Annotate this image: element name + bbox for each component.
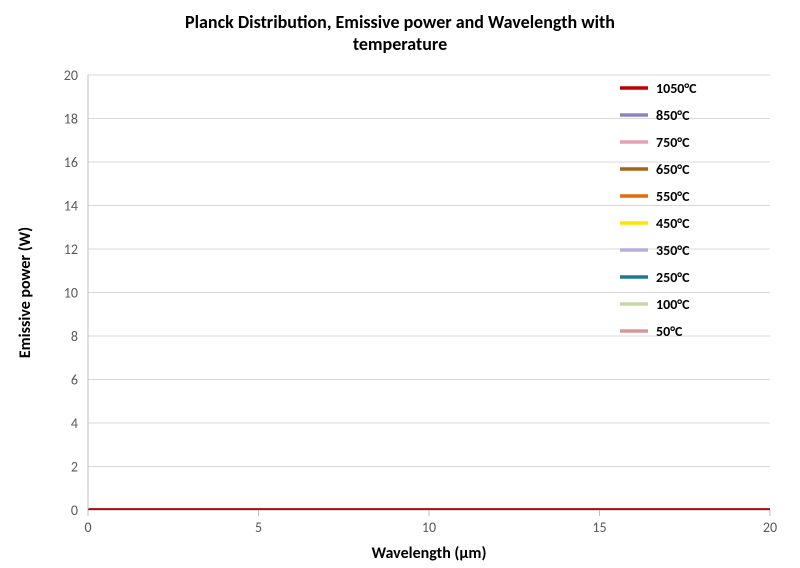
legend-label: 550°C (656, 188, 690, 205)
x-tick-label: 20 (763, 519, 777, 536)
y-tick-label: 12 (64, 241, 78, 258)
y-tick-label: 0 (71, 502, 78, 519)
y-tick-label: 14 (64, 198, 78, 215)
planck-chart: Planck Distribution, Emissive power and … (0, 0, 800, 568)
y-tick-label: 4 (71, 415, 78, 432)
legend-label: 350°C (656, 242, 690, 259)
legend-label: 50°C (656, 323, 683, 340)
legend-label: 850°C (656, 107, 690, 124)
legend-label: 1050°C (656, 80, 697, 97)
x-tick-label: 5 (255, 519, 262, 536)
y-axis-label: Emissive power (W) (16, 227, 35, 358)
y-tick-label: 10 (64, 285, 78, 302)
x-axis-label: Wavelength (μm) (372, 544, 487, 563)
chart-title-line1: Planck Distribution, Emissive power and … (185, 11, 615, 33)
x-tick-label: 10 (422, 519, 436, 536)
y-tick-label: 8 (71, 328, 78, 345)
x-tick-label: 15 (592, 519, 606, 536)
y-tick-label: 20 (64, 67, 78, 84)
legend-label: 250°C (656, 269, 690, 286)
y-tick-label: 6 (71, 372, 78, 389)
chart-title-line2: temperature (353, 33, 447, 55)
legend-label: 100°C (656, 296, 690, 313)
legend-label: 650°C (656, 161, 690, 178)
y-tick-label: 18 (64, 111, 78, 128)
legend-label: 450°C (656, 215, 690, 232)
y-tick-label: 16 (64, 154, 78, 171)
legend-label: 750°C (656, 134, 690, 151)
x-tick-label: 0 (84, 519, 91, 536)
y-tick-label: 2 (71, 459, 78, 476)
